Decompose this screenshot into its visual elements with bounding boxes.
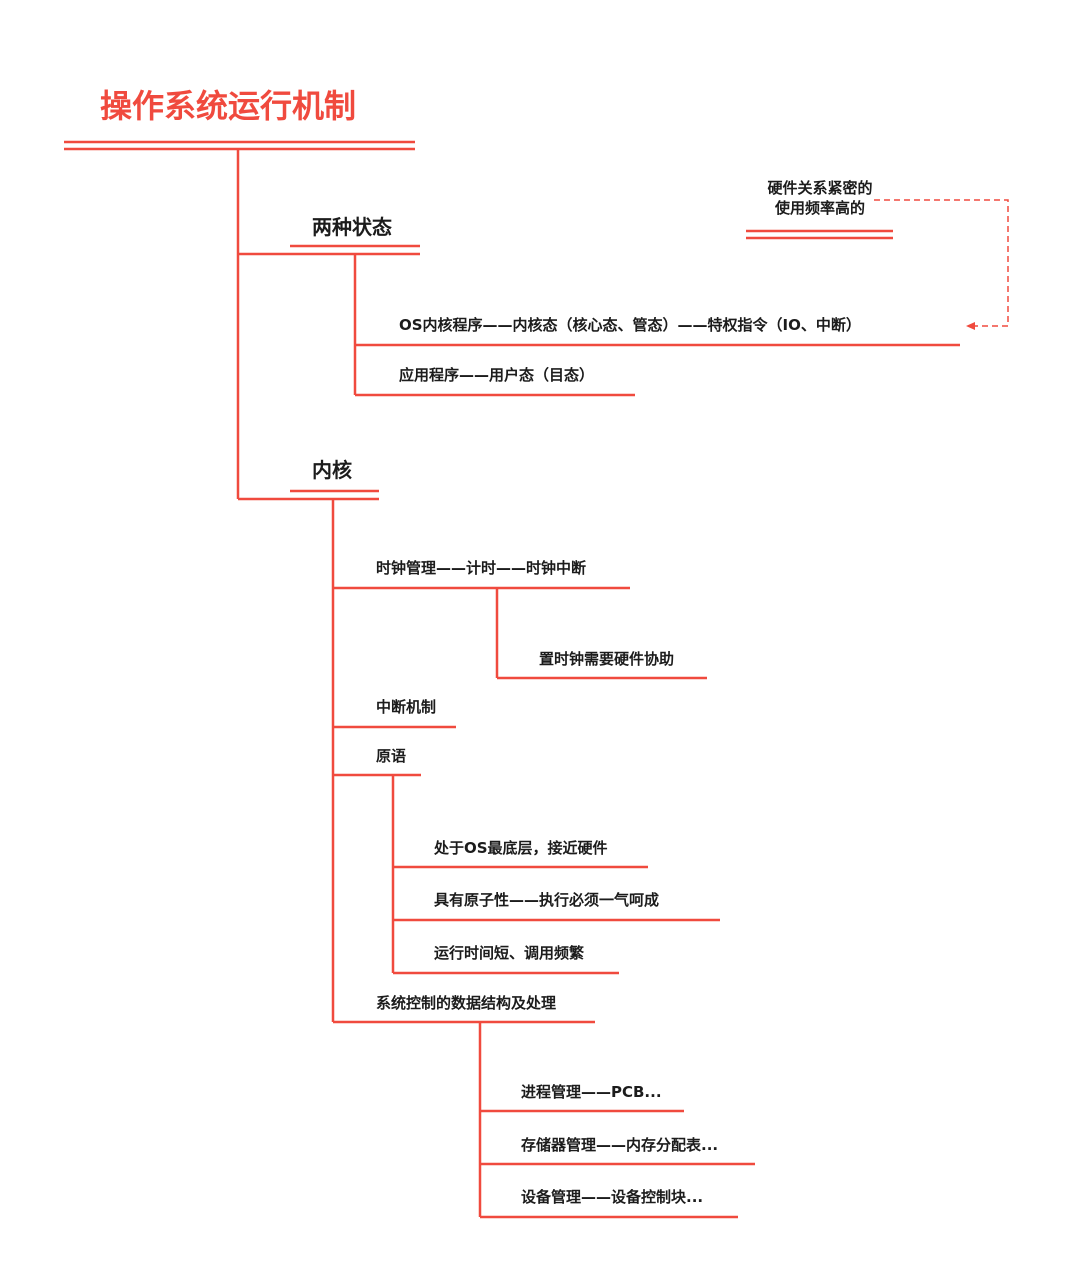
relation-dashed-line [874,199,1009,327]
kernel-item-primitive: 原语 [376,747,407,765]
primitive-sub-item: 运行时间短、调用频繁 [434,944,585,962]
branch-kernel-label: 内核 [312,458,352,482]
datastruct-sub-item: 设备管理——设备控制块... [521,1188,704,1206]
states-item-os-kernel: OS内核程序——内核态（核心态、管态）——特权指令（IO、中断） [399,316,861,334]
branch-states-label: 两种状态 [312,215,392,239]
states-item-app: 应用程序——用户态（目态） [399,366,595,384]
note-text: 硬件关系紧密的 使用频率高的 [755,178,885,218]
note-line-1: 硬件关系紧密的 [767,179,873,197]
datastruct-sub-item: 存储器管理——内存分配表... [521,1136,719,1154]
kernel-item-interrupt: 中断机制 [376,698,437,716]
root-title: 操作系统运行机制 [100,87,357,125]
primitive-sub-item: 具有原子性——执行必须一气呵成 [434,891,660,909]
relation-arrowhead [966,322,975,330]
kernel-item-clock: 时钟管理——计时——时钟中断 [376,559,587,577]
note-line-2: 使用频率高的 [774,199,865,217]
kernel-item-datastruct: 系统控制的数据结构及处理 [376,994,557,1012]
datastruct-sub-item: 进程管理——PCB... [521,1083,662,1101]
primitive-sub-item: 处于OS最底层，接近硬件 [434,839,608,857]
clock-sub-item: 置时钟需要硬件协助 [539,650,675,668]
